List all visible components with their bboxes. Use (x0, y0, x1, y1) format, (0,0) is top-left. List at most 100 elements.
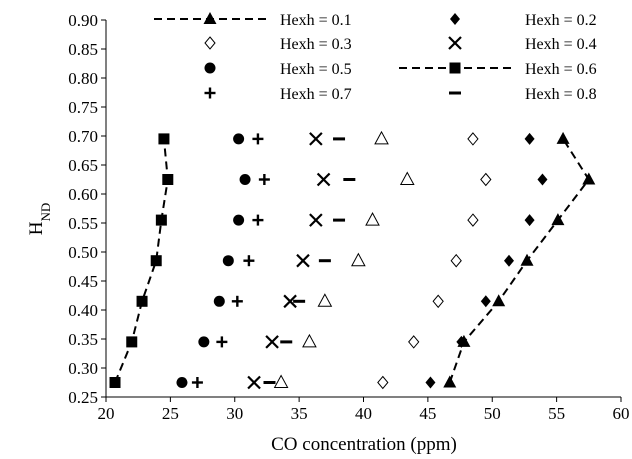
plus-point (191, 377, 203, 388)
x-tick-label: 45 (419, 404, 436, 423)
triangle-open-point (351, 252, 366, 267)
x-stroke (316, 172, 331, 187)
diamond-filled-point (450, 13, 460, 25)
legend-label: Hexh = 0.2 (525, 12, 597, 29)
x-tick-label: 25 (162, 404, 179, 423)
legend: Hexh = 0.1 Hexh = 0.2 Hexh = 0.3 Hexh = 0.4… (154, 12, 597, 103)
triangle-open-point (399, 171, 415, 185)
x-tick-label: 50 (484, 404, 501, 423)
x-point (309, 132, 323, 146)
series-7 (191, 133, 270, 388)
square-filled-point (155, 214, 167, 226)
circle-filled-point (222, 255, 234, 267)
series-9 (273, 130, 415, 388)
x-stroke (448, 36, 462, 50)
y-axis-title-main: H (26, 221, 47, 235)
square-filled-point (158, 133, 170, 145)
plus-point (258, 174, 270, 185)
legend-label: Hexh = 0.5 (280, 61, 352, 78)
circle-filled-point (239, 174, 251, 185)
legend-item: Hexh = 0.1 (154, 12, 352, 29)
y-tick-label: 0.90 (68, 11, 98, 30)
diamond-filled-point (425, 376, 436, 389)
y-tick-label: 0.85 (68, 40, 98, 59)
diamond-open-point (432, 294, 444, 309)
series-4 (247, 132, 331, 390)
y-tick-label: 0.70 (68, 127, 98, 146)
legend-label: Hexh = 0.8 (525, 86, 597, 103)
legend-item: Hexh = 0.7 (204, 86, 352, 103)
series-line (448, 138, 591, 383)
diamond-filled-point (456, 335, 467, 348)
circle-filled-point (198, 336, 210, 348)
triangle-filled-point (520, 253, 534, 266)
diamond-filled-point (524, 214, 535, 227)
diamond-filled-point (480, 295, 491, 308)
x-point (265, 335, 279, 349)
circle-filled-point (233, 214, 245, 226)
plus-point (231, 295, 243, 307)
y-axis-title-sub: ND (38, 203, 53, 222)
diamond-open-point (450, 253, 462, 268)
triangle-open-point (273, 374, 289, 388)
x-axis-title: CO concentration (ppm) (271, 434, 457, 455)
legend-item: Hexh = 0.4 (448, 36, 597, 53)
x-tick-label: 20 (98, 404, 115, 423)
plus-point (216, 336, 228, 348)
x-stroke (309, 132, 323, 146)
series-5 (176, 133, 251, 388)
legend-label: Hexh = 0.3 (280, 36, 352, 53)
square-filled-point (150, 255, 162, 267)
x-point (448, 36, 462, 50)
y-tick-label: 0.60 (68, 185, 98, 204)
triangle-filled-point (203, 12, 217, 24)
legend-item: Hexh = 0.8 (449, 86, 597, 103)
series-2 (425, 132, 548, 389)
triangle-open-point (365, 212, 380, 226)
triangle-filled-point (556, 131, 570, 144)
x-point (247, 375, 261, 390)
x-point (316, 172, 331, 187)
y-tick-label: 0.65 (68, 156, 98, 175)
x-tick-label: 55 (548, 404, 565, 423)
legend-item: Hexh = 0.6 (399, 61, 597, 78)
series-8 (263, 137, 356, 384)
legend-label: Hexh = 0.4 (525, 36, 597, 53)
diamond-filled-point (524, 132, 535, 145)
y-tick-label: 0.35 (68, 330, 98, 349)
triangle-open-point (302, 333, 317, 348)
circle-filled-point (176, 377, 188, 388)
square-filled-point (126, 336, 138, 348)
x-tick-label: 35 (291, 404, 308, 423)
diamond-filled-point (537, 173, 548, 186)
triangle-filled-point (492, 294, 506, 307)
triangle-filled-point (443, 375, 457, 388)
x-stroke (247, 375, 261, 390)
x-stroke (296, 253, 310, 268)
legend-item: Hexh = 0.5 (204, 61, 352, 78)
x-stroke (265, 335, 279, 349)
x-tick-label: 40 (355, 404, 372, 423)
triangle-open-point (317, 293, 333, 307)
circle-filled-point (233, 133, 245, 145)
circle-filled-point (213, 295, 225, 307)
y-tick-label: 0.25 (68, 388, 98, 407)
series-1 (443, 131, 596, 388)
legend-item: Hexh = 0.2 (450, 12, 597, 29)
plus-point (252, 133, 264, 145)
y-tick-label: 0.50 (68, 243, 98, 262)
x-point (309, 213, 323, 227)
square-filled-point (109, 377, 121, 388)
y-tick-label: 0.55 (68, 214, 98, 233)
diamond-open-point (480, 172, 492, 187)
diamond-open-point (204, 36, 216, 50)
series-layer (109, 130, 596, 390)
plus-point (252, 214, 264, 226)
plus-point (204, 87, 216, 99)
legend-label: Hexh = 0.7 (280, 86, 352, 103)
diamond-open-point (408, 335, 420, 349)
square-filled-point (162, 174, 174, 185)
diamond-open-point (377, 375, 389, 390)
y-tick-label: 0.75 (68, 98, 98, 117)
